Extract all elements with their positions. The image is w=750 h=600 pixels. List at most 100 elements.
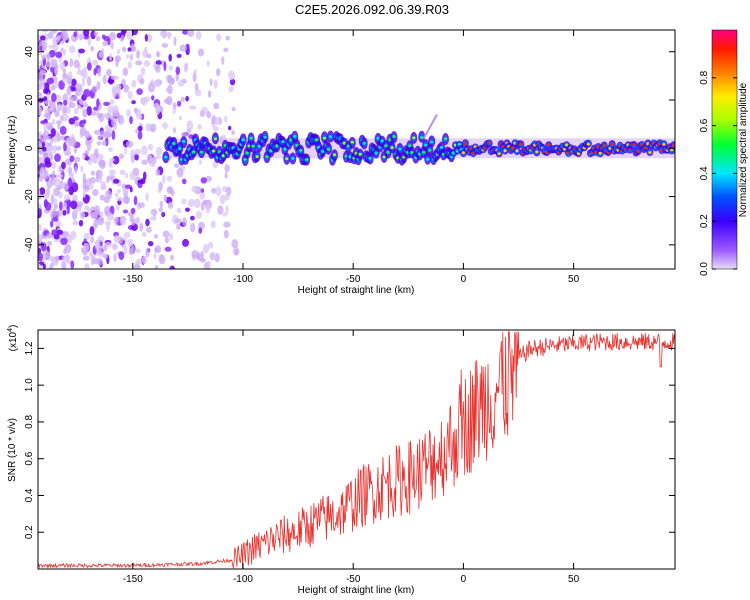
- noise-blob: [190, 222, 196, 233]
- noise-blob: [52, 144, 57, 154]
- ridge-core: [586, 142, 591, 146]
- noise-blob: [166, 186, 174, 194]
- noise-blob: [87, 37, 92, 46]
- noise-blob: [164, 236, 169, 244]
- ridge-core: [497, 152, 501, 156]
- noise-blob: [197, 48, 205, 57]
- noise-blob: [45, 53, 51, 59]
- noise-blob: [139, 222, 144, 232]
- noise-blob: [61, 260, 67, 269]
- noise-blob: [206, 111, 212, 119]
- noise-blob: [114, 192, 119, 197]
- noise-blob: [72, 116, 79, 121]
- noise-blob: [70, 260, 75, 269]
- noise-blob: [82, 255, 90, 261]
- noise-blob: [187, 198, 195, 208]
- noise-blob: [226, 186, 232, 196]
- snr-multiplier: (x104): [7, 325, 19, 352]
- noise-blob: [136, 50, 140, 59]
- spec-ytick-label: 0: [24, 145, 35, 151]
- noise-blob: [75, 83, 83, 92]
- noise-blob: [92, 258, 100, 265]
- ridge-core: [636, 150, 640, 153]
- noise-blob: [50, 161, 57, 169]
- ridge-core: [265, 155, 269, 159]
- noise-blob: [128, 247, 133, 256]
- noise-blob: [101, 140, 107, 146]
- ridge-core: [172, 142, 176, 145]
- noise-blob: [117, 113, 121, 123]
- noise-blob: [43, 96, 48, 102]
- noise-blob: [170, 254, 175, 261]
- noise-blob: [41, 141, 46, 149]
- noise-blob: [145, 192, 149, 202]
- ridge-core: [374, 151, 378, 155]
- colorbar-label: Normalized spectral amplitude: [738, 82, 749, 217]
- ridge-core: [328, 135, 333, 139]
- noise-blob: [104, 241, 112, 248]
- noise-blob: [94, 240, 101, 250]
- noise-blob: [97, 159, 105, 167]
- noise-blob: [153, 79, 161, 88]
- noise-blob: [135, 60, 143, 66]
- noise-blob: [73, 59, 80, 68]
- noise-blob: [136, 88, 143, 95]
- colorbar-tick-label: 0.6: [699, 118, 710, 132]
- colorbar-gradient: [711, 29, 738, 270]
- noise-blob: [96, 141, 102, 146]
- noise-blob: [164, 246, 172, 252]
- noise-blob: [78, 219, 84, 227]
- noise-blob: [96, 250, 105, 258]
- noise-blob: [231, 239, 239, 249]
- noise-blob: [167, 201, 174, 209]
- noise-blob: [43, 88, 49, 94]
- noise-blob: [202, 199, 209, 205]
- noise-blob: [116, 196, 124, 202]
- noise-blob: [127, 61, 132, 69]
- noise-blob: [41, 54, 46, 60]
- noise-blob: [163, 61, 167, 72]
- noise-blob: [84, 149, 89, 156]
- noise-blob: [107, 126, 112, 134]
- ridge-core: [281, 140, 285, 144]
- noise-blob: [135, 128, 139, 134]
- noise-blob: [122, 209, 129, 214]
- noise-blob: [66, 86, 72, 96]
- noise-blob: [177, 100, 182, 107]
- noise-blob: [109, 53, 113, 62]
- noise-blob: [48, 49, 56, 58]
- noise-blob: [102, 113, 107, 119]
- noise-blob: [159, 200, 164, 208]
- ridge-core: [178, 147, 182, 151]
- noise-blob: [61, 255, 69, 263]
- noise-blob: [96, 81, 101, 91]
- noise-blob: [201, 106, 208, 115]
- ridge-core: [408, 144, 412, 148]
- noise-blob: [146, 54, 152, 59]
- ridge-core: [285, 157, 289, 161]
- noise-blob: [45, 135, 51, 141]
- spec-xtick-label: 0: [461, 274, 467, 285]
- ridge-core: [535, 150, 539, 154]
- noise-blob: [198, 227, 203, 234]
- noise-blob: [83, 238, 87, 243]
- spec-xtick-label: -50: [346, 274, 361, 285]
- noise-blob: [161, 43, 169, 48]
- noise-blob: [151, 95, 155, 101]
- noise-blob: [63, 99, 68, 106]
- noise-blob: [97, 135, 102, 141]
- noise-blob: [69, 58, 74, 68]
- noise-blob: [110, 75, 117, 80]
- noise-blob: [213, 79, 218, 89]
- noise-blob: [123, 231, 131, 238]
- noise-blob: [38, 252, 43, 262]
- noise-blob: [176, 207, 182, 214]
- noise-blob: [146, 226, 152, 233]
- noise-blob: [131, 80, 137, 88]
- noise-blob: [112, 178, 120, 184]
- noise-blob: [51, 217, 59, 222]
- noise-blob: [185, 95, 190, 102]
- noise-blob: [62, 210, 67, 216]
- noise-blob: [39, 187, 46, 195]
- ridge-core: [602, 144, 606, 148]
